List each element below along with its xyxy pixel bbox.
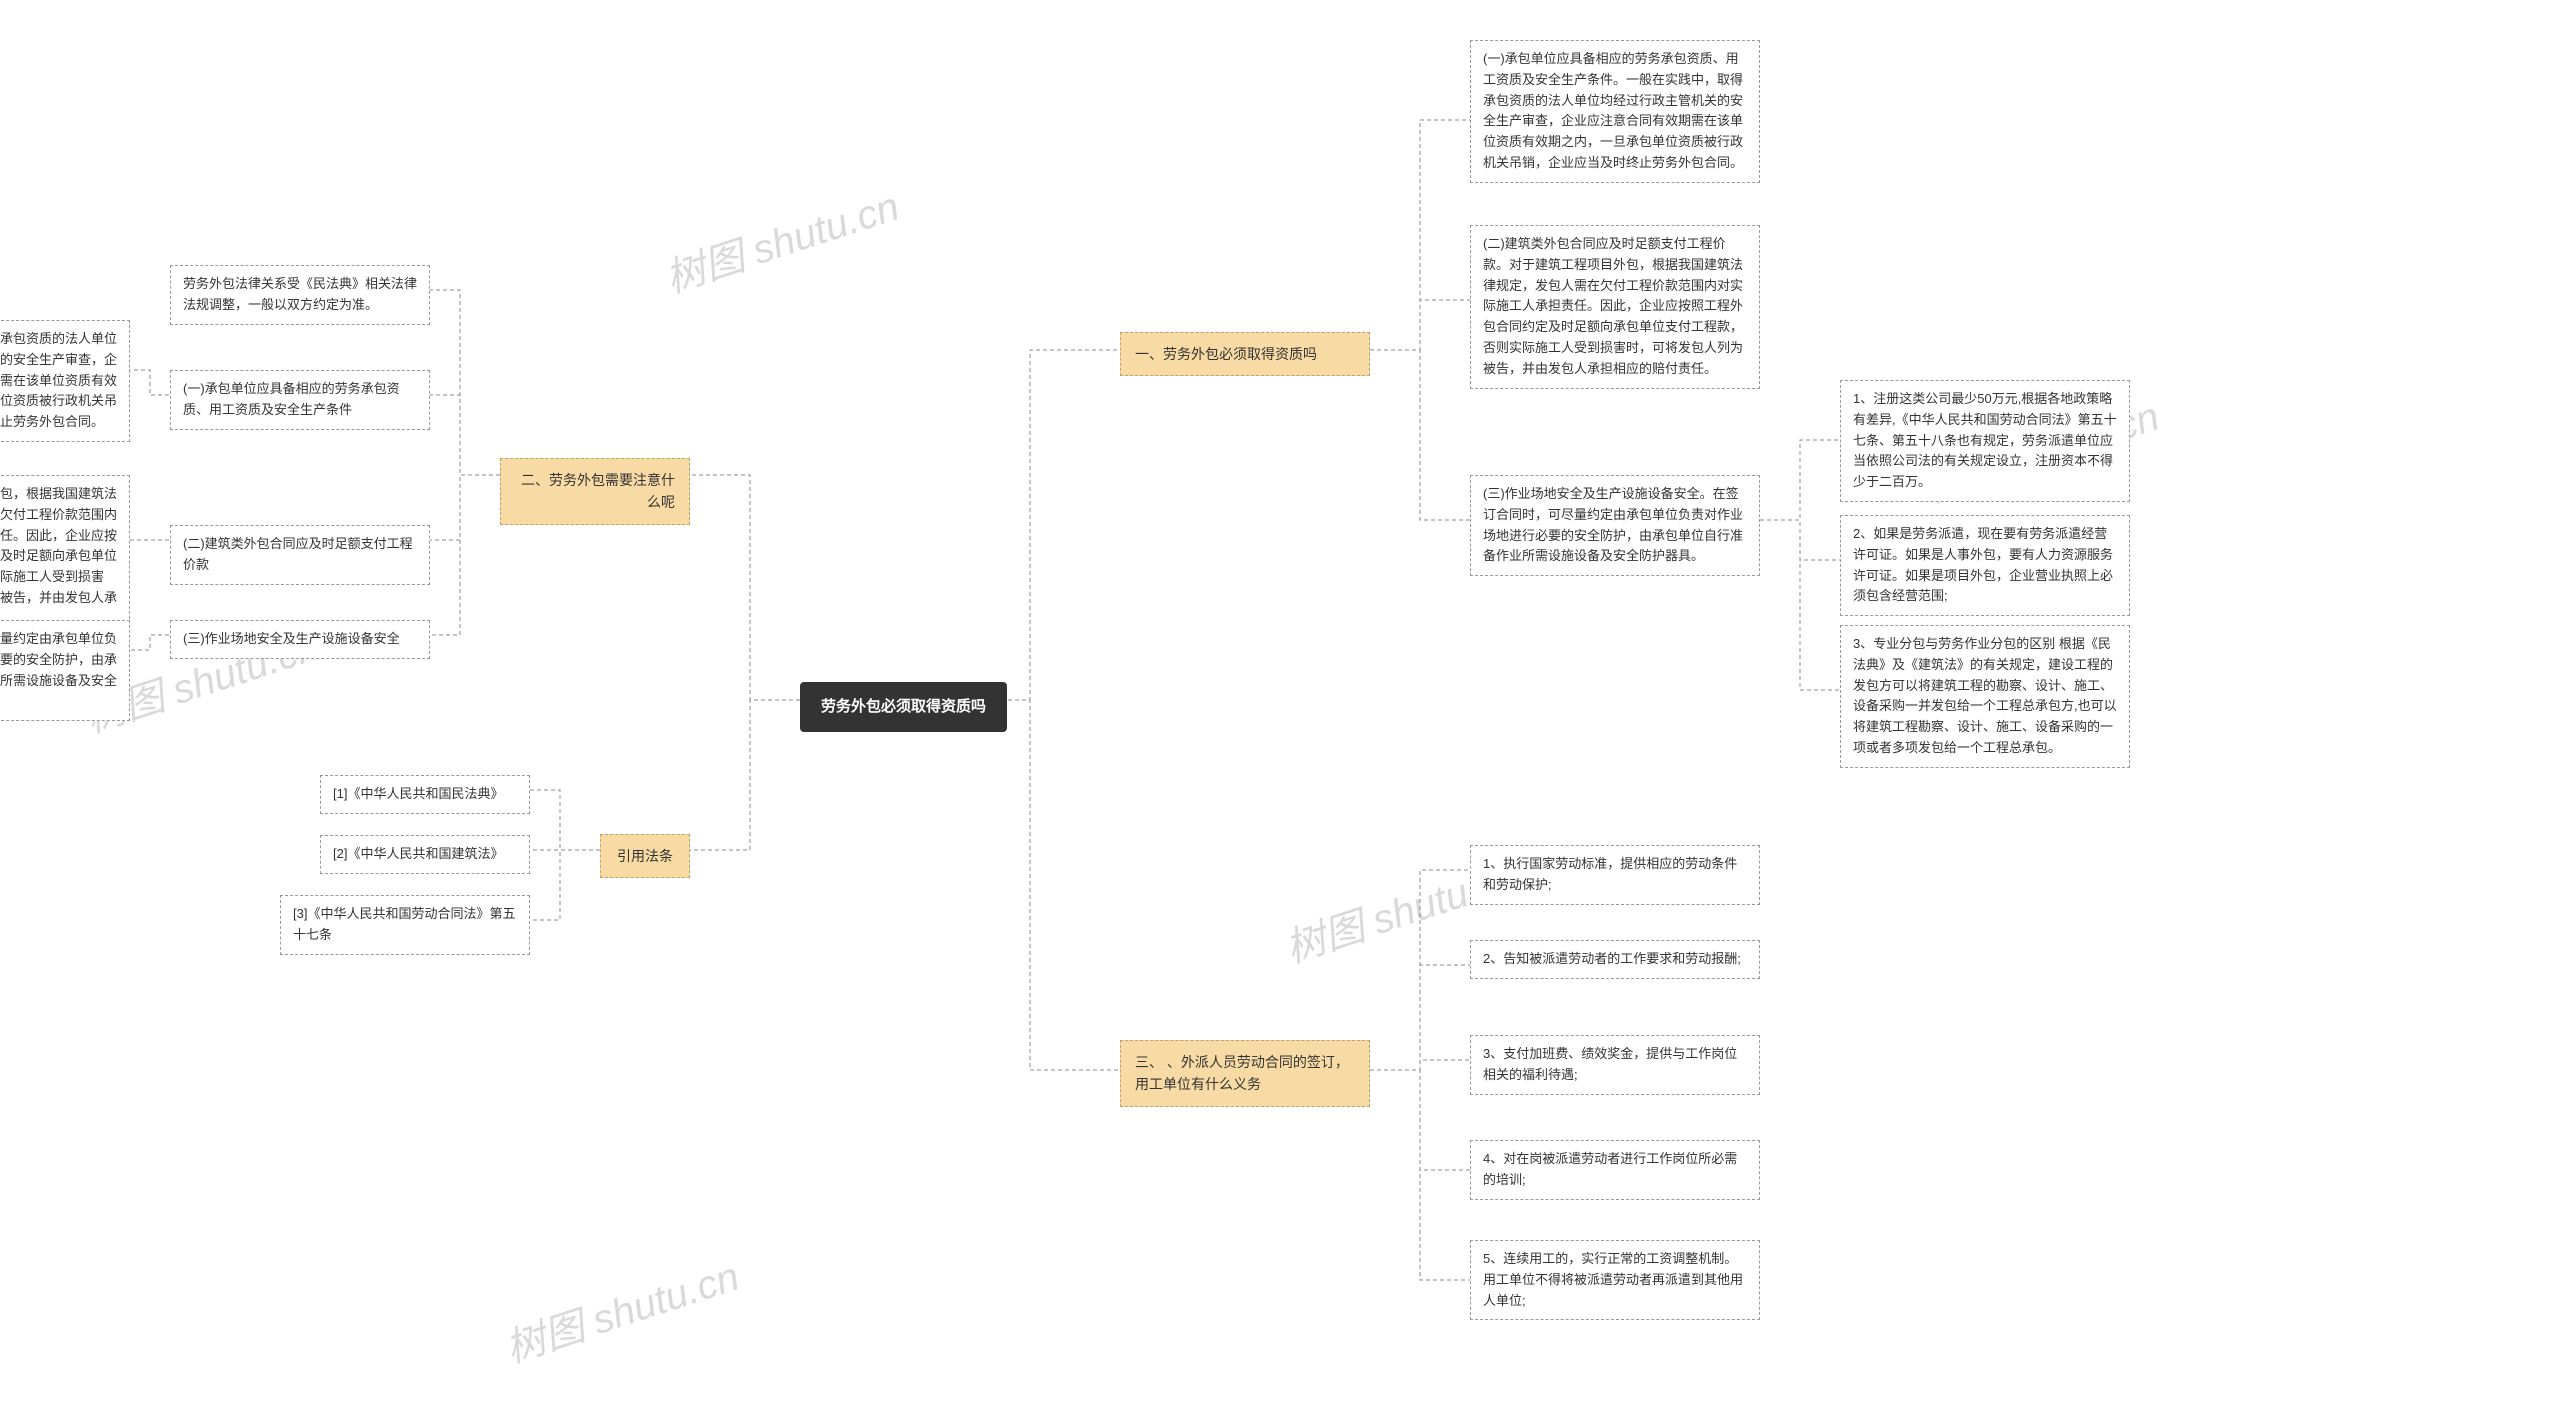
connectors bbox=[0, 0, 2560, 1405]
watermark: 树图 shutu.cn bbox=[657, 174, 905, 304]
b1-n1: (一)承包单位应具备相应的劳务承包资质、用工资质及安全生产条件。一般在实践中，取… bbox=[1470, 40, 1760, 183]
branch-3: 三、 、外派人员劳动合同的签订，用工单位有什么义务 bbox=[1120, 1040, 1370, 1107]
ref-1: [1]《中华人民共和国民法典》 bbox=[320, 775, 530, 814]
branch-2: 二、劳务外包需要注意什么呢 bbox=[500, 458, 690, 525]
b2-n2-detail: 对于建筑工程项目外包，根据我国建筑法律规定，发包人需在欠付工程价款范围内对实际施… bbox=[0, 475, 130, 639]
b2-n3: (三)作业场地安全及生产设施设备安全 bbox=[170, 620, 430, 659]
b2-n3-detail: 在签订合同时，可尽量约定由承包单位负责对作业场地进行必要的安全防护，由承包单位自… bbox=[0, 620, 130, 721]
b3-n3: 3、支付加班费、绩效奖金，提供与工作岗位相关的福利待遇; bbox=[1470, 1035, 1760, 1095]
b3-n1: 1、执行国家劳动标准，提供相应的劳动条件和劳动保护; bbox=[1470, 845, 1760, 905]
b1-n3: (三)作业场地安全及生产设施设备安全。在签订合同时，可尽量约定由承包单位负责对作… bbox=[1470, 475, 1760, 576]
ref-3: [3]《中华人民共和国劳动合同法》第五十七条 bbox=[280, 895, 530, 955]
b3-n2: 2、告知被派遣劳动者的工作要求和劳动报酬; bbox=[1470, 940, 1760, 979]
b2-n1-detail: 一般在实践中，取得承包资质的法人单位均经过行政主管机关的安全生产审查，企业应注意… bbox=[0, 320, 130, 442]
b2-n1: (一)承包单位应具备相应的劳务承包资质、用工资质及安全生产条件 bbox=[170, 370, 430, 430]
b2-n2: (二)建筑类外包合同应及时足额支付工程价款 bbox=[170, 525, 430, 585]
b1-s2: 2、如果是劳务派遣，现在要有劳务派遣经营许可证。如果是人事外包，要有人力资源服务… bbox=[1840, 515, 2130, 616]
center-title: 劳务外包必须取得资质吗 bbox=[800, 682, 1007, 732]
refs-branch: 引用法条 bbox=[600, 834, 690, 878]
watermark: 树图 shutu.cn bbox=[497, 1244, 745, 1374]
b3-n5: 5、连续用工的，实行正常的工资调整机制。用工单位不得将被派遣劳动者再派遣到其他用… bbox=[1470, 1240, 1760, 1320]
b3-n4: 4、对在岗被派遣劳动者进行工作岗位所必需的培训; bbox=[1470, 1140, 1760, 1200]
b2-intro: 劳务外包法律关系受《民法典》相关法律法规调整，一般以双方约定为准。 bbox=[170, 265, 430, 325]
ref-2: [2]《中华人民共和国建筑法》 bbox=[320, 835, 530, 874]
b1-s3: 3、专业分包与劳务作业分包的区别 根据《民法典》及《建筑法》的有关规定，建设工程… bbox=[1840, 625, 2130, 768]
branch-1: 一、劳务外包必须取得资质吗 bbox=[1120, 332, 1370, 376]
b1-n2: (二)建筑类外包合同应及时足额支付工程价款。对于建筑工程项目外包，根据我国建筑法… bbox=[1470, 225, 1760, 389]
b1-s1: 1、注册这类公司最少50万元,根据各地政策略有差异,《中华人民共和国劳动合同法》… bbox=[1840, 380, 2130, 502]
